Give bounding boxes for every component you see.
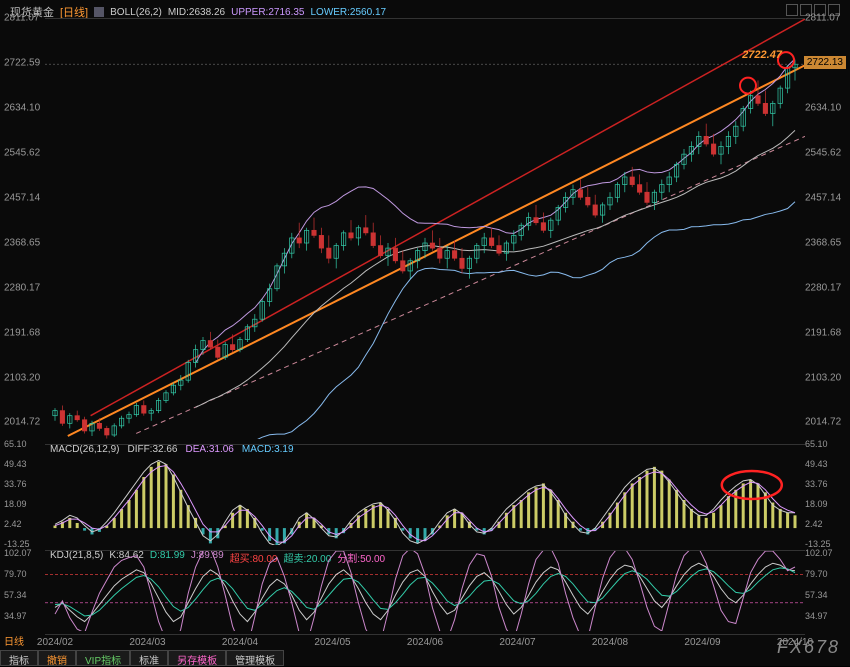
y-tick: 2191.68 bbox=[4, 327, 40, 338]
main-chart-svg: 1984.122722.47 bbox=[45, 19, 805, 439]
y-tick: 2014.72 bbox=[805, 417, 841, 428]
macd-svg bbox=[45, 445, 805, 545]
main-y-axis-left: 2811.072722.592634.102545.622457.142368.… bbox=[0, 18, 45, 438]
chart-container: 现货黄金 [日线] BOLL(26,2) MID:2638.26 UPPER:2… bbox=[0, 0, 850, 666]
x-tick: 2024/05 bbox=[314, 637, 350, 648]
boll-icon bbox=[94, 7, 104, 17]
svg-text:2722.47: 2722.47 bbox=[741, 49, 783, 61]
y-tick: 2457.14 bbox=[805, 192, 841, 203]
y-tick: 2280.17 bbox=[4, 282, 40, 293]
y-tick: 2722.59 bbox=[4, 57, 40, 68]
kdj-pane[interactable] bbox=[45, 550, 805, 630]
macd-y-tick: 33.76 bbox=[805, 479, 828, 489]
x-tick: 2024/09 bbox=[684, 637, 720, 648]
kdj-y-left: 102.07 79.70 57.34 34.97 bbox=[0, 550, 45, 630]
main-chart[interactable]: 1984.122722.47 bbox=[45, 18, 805, 438]
y-tick: 2280.17 bbox=[805, 282, 841, 293]
boll-label: BOLL(26,2) bbox=[110, 7, 162, 18]
kdj-y-tick: 79.70 bbox=[4, 569, 27, 579]
kdj-y-tick: 34.97 bbox=[805, 611, 828, 621]
y-tick: 2634.10 bbox=[805, 102, 841, 113]
macd-y-tick: 65.10 bbox=[805, 439, 828, 449]
macd-y-tick: 33.76 bbox=[4, 479, 27, 489]
y-tick: 2368.65 bbox=[805, 237, 841, 248]
kdj-y-tick: 102.07 bbox=[4, 548, 32, 558]
y-tick: 2014.72 bbox=[4, 417, 40, 428]
y-tick: 2103.20 bbox=[805, 372, 841, 383]
tab-1[interactable]: 撤销 bbox=[38, 650, 76, 666]
kdj-y-tick: 57.34 bbox=[4, 590, 27, 600]
x-axis: 2024/022024/032024/042024/052024/062024/… bbox=[45, 634, 805, 648]
y-tick: 2811.07 bbox=[805, 13, 840, 24]
main-y-axis-right: 2811.072722.592634.102545.622457.142368.… bbox=[805, 18, 850, 438]
macd-y-tick: 2.42 bbox=[805, 519, 823, 529]
boll-lower: LOWER:2560.17 bbox=[310, 7, 386, 18]
tab-2[interactable]: VIP指标 bbox=[76, 650, 130, 666]
y-tick: 2545.62 bbox=[805, 147, 841, 158]
tab-3[interactable]: 标准 bbox=[130, 650, 168, 666]
kdj-y-tick: 57.34 bbox=[805, 590, 828, 600]
macd-y-tick: 49.43 bbox=[805, 459, 828, 469]
boll-mid: MID:2638.26 bbox=[168, 7, 225, 18]
tab-5[interactable]: 管理模板 bbox=[226, 650, 284, 666]
y-tick: 2457.14 bbox=[4, 192, 40, 203]
macd-pane[interactable] bbox=[45, 444, 805, 544]
macd-y-tick: 65.10 bbox=[4, 439, 27, 449]
boll-upper: UPPER:2716.35 bbox=[231, 7, 304, 18]
kdj-y-right: 102.07 79.70 57.34 34.97 bbox=[805, 550, 850, 630]
macd-y-tick: 18.09 bbox=[4, 499, 27, 509]
tool-icon-1[interactable] bbox=[786, 4, 798, 16]
x-tick: 2024/04 bbox=[222, 637, 258, 648]
x-tick: 2024/06 bbox=[407, 637, 443, 648]
kdj-y-tick: 102.07 bbox=[805, 548, 833, 558]
y-tick: 2634.10 bbox=[4, 102, 40, 113]
x-tick: 2024/03 bbox=[129, 637, 165, 648]
macd-y-tick: 2.42 bbox=[4, 519, 22, 529]
tab-0[interactable]: 指标 bbox=[0, 650, 38, 666]
kdj-svg bbox=[45, 551, 805, 631]
watermark: FX678 bbox=[777, 637, 840, 658]
x-timeframe: 日线 bbox=[4, 633, 24, 648]
macd-y-right: 65.1049.4333.7618.092.42-13.25 bbox=[805, 444, 850, 544]
y-tick: 2545.62 bbox=[4, 147, 40, 158]
x-tick: 2024/07 bbox=[499, 637, 535, 648]
y-tick: 2191.68 bbox=[805, 327, 841, 338]
x-tick: 2024/02 bbox=[37, 637, 73, 648]
y-tick: 2103.20 bbox=[4, 372, 40, 383]
bottom-tabs: 指标撤销VIP指标标准另存模板管理模板 bbox=[0, 650, 284, 666]
y-tick: 2368.65 bbox=[4, 237, 40, 248]
y-tick: 2811.07 bbox=[4, 13, 39, 24]
macd-y-tick: 49.43 bbox=[4, 459, 27, 469]
kdj-y-tick: 79.70 bbox=[805, 569, 828, 579]
macd-y-left: 65.1049.4333.7618.092.42-13.25 bbox=[0, 444, 45, 544]
current-price-label: 2722.13 bbox=[804, 56, 846, 69]
macd-y-tick: 18.09 bbox=[805, 499, 828, 509]
tab-4[interactable]: 另存模板 bbox=[168, 650, 226, 666]
x-tick: 2024/08 bbox=[592, 637, 628, 648]
kdj-y-tick: 34.97 bbox=[4, 611, 27, 621]
